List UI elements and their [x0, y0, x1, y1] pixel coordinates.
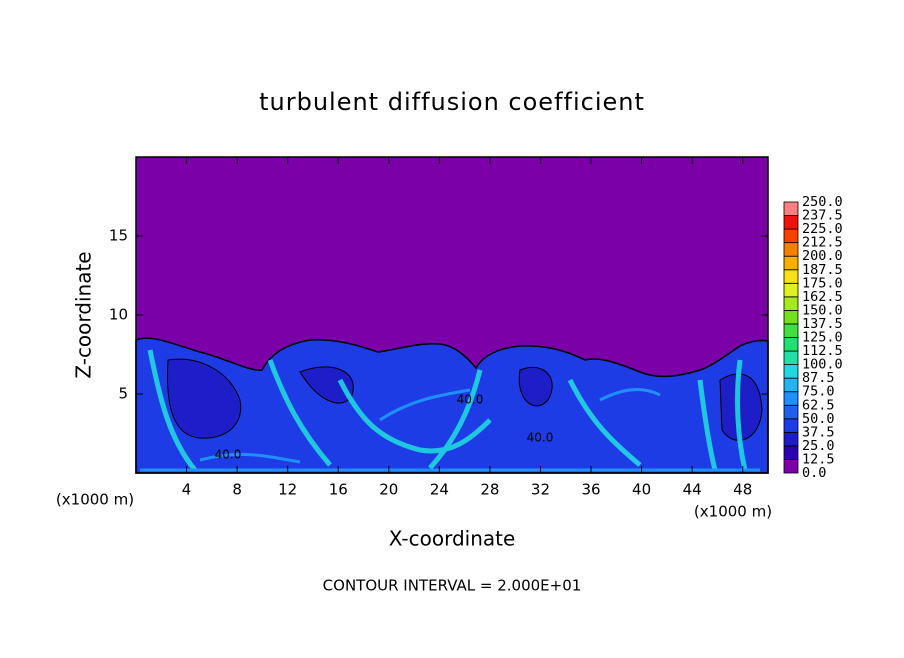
colorbar-band	[783, 431, 799, 447]
colorbar-label: 0.0	[802, 465, 826, 481]
x-tick-label: 12	[278, 481, 297, 499]
footer: CONTOUR INTERVAL = 2.000E+01	[323, 577, 582, 595]
colorbar-label: 175.0	[802, 275, 843, 291]
colorbar-band	[783, 282, 799, 298]
colorbar-label: 237.5	[802, 208, 843, 224]
x-tick-label: 16	[329, 481, 348, 499]
colorbar-label: 87.5	[802, 370, 835, 386]
colorbar-band	[783, 404, 799, 420]
colorbar-label: 200.0	[802, 248, 843, 264]
colorbar-band	[783, 459, 799, 474]
colorbar-band	[783, 255, 799, 271]
colorbar-band	[783, 445, 799, 460]
colorbar-band	[783, 418, 799, 433]
x-tick-label: 28	[480, 481, 499, 499]
field-streaks-2	[140, 388, 760, 472]
y-tick-label: 15	[109, 227, 128, 245]
x-axis-label: X-coordinate	[389, 527, 516, 551]
colorbar-label: 125.0	[802, 330, 843, 346]
colorbar-band	[783, 337, 799, 352]
y-axis-label: Z-coordinate	[72, 251, 96, 378]
colorbar-band	[783, 377, 799, 393]
colorbar-band	[783, 242, 799, 257]
x-tick-label: 48	[733, 481, 752, 499]
colorbar-label: 62.5	[802, 397, 835, 413]
x-tick-label: 36	[581, 481, 600, 499]
contour-label: 40.0	[457, 393, 484, 407]
x-tick-label: 44	[683, 481, 702, 499]
colorbar-label: 25.0	[802, 438, 835, 454]
colorbar-label: 137.5	[802, 316, 843, 332]
colorbar-label: 112.5	[802, 343, 843, 359]
y-axis-unit: (x1000 m)	[56, 491, 134, 509]
colorbar-label: 12.5	[802, 451, 835, 467]
colorbar-band	[783, 201, 799, 216]
contour-label: 40.0	[215, 448, 242, 462]
x-tick-label: 20	[379, 481, 398, 499]
colorbar-label: 100.0	[802, 357, 843, 373]
colorbar-label: 187.5	[802, 262, 843, 278]
colorbar-label: 225.0	[802, 221, 843, 237]
colorbar-band	[783, 323, 799, 338]
colorbar-label: 150.0	[802, 302, 843, 318]
chart-title: turbulent diffusion coefficient	[259, 88, 645, 116]
colorbar-band	[783, 350, 799, 365]
colorbar-band	[783, 391, 799, 406]
colorbar-label: 162.5	[802, 289, 843, 305]
x-tick-label: 32	[531, 481, 550, 499]
x-tick-label: 8	[232, 481, 242, 499]
x-tick-label: 40	[632, 481, 651, 499]
colorbar-label: 250.0	[802, 194, 843, 210]
colorbar-label: 37.5	[802, 424, 835, 440]
y-tick-label: 10	[109, 306, 128, 324]
y-tick-label: 5	[118, 385, 128, 403]
field-core	[167, 358, 763, 441]
colorbar-band	[783, 228, 799, 244]
x-tick-label: 4	[182, 481, 192, 499]
field-streaks	[147, 349, 748, 472]
colorbar-band	[783, 269, 799, 284]
x-axis-unit: (x1000 m)	[694, 503, 772, 521]
contour-field	[135, 157, 769, 474]
colorbar-label: 212.5	[802, 235, 843, 251]
colorbar-label: 50.0	[802, 411, 835, 427]
colorbar-label: 75.0	[802, 384, 835, 400]
contour-label: 40.0	[527, 431, 554, 445]
x-tick-label: 24	[430, 481, 449, 499]
colorbar-band	[783, 296, 799, 311]
colorbar-band	[783, 364, 799, 379]
colorbar-band	[783, 215, 799, 230]
colorbar-band	[783, 309, 799, 325]
